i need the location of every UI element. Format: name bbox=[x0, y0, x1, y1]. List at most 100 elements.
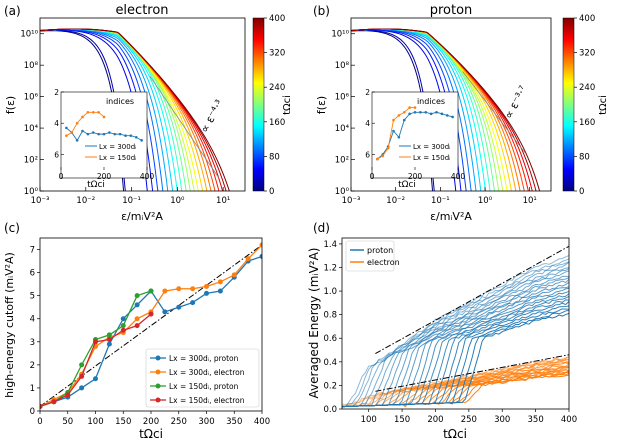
y-tick-label: 10⁶ bbox=[24, 93, 39, 103]
panel-c-tag: (c) bbox=[4, 221, 20, 235]
inset-point bbox=[435, 110, 438, 114]
cutoff-point-3 bbox=[79, 373, 85, 379]
cutoff-point-0 bbox=[204, 290, 209, 296]
x-tick-label: 10¹ bbox=[216, 196, 230, 206]
inset-point bbox=[70, 131, 74, 134]
slope-reference-line bbox=[149, 75, 219, 178]
panel-c-ticks: 0 50 100 150 200 250 300 350 400 0 1 2 3 4 5 6 7 bbox=[30, 246, 271, 427]
inset-point bbox=[397, 114, 401, 117]
x-tick-label: 150 bbox=[394, 415, 410, 425]
inset-x-tick-label: 400 bbox=[451, 172, 466, 181]
panel-b-ticks: 10⁻³ 10⁻² 10⁻¹ 10⁰ 10¹ 10⁰ 10² 10⁴ 10⁶ 10⁸ 10¹⁰ bbox=[331, 30, 536, 206]
inset-point bbox=[81, 129, 84, 133]
panel-d-legend: proton electron bbox=[345, 240, 400, 272]
colorbar-tick-label: 320 bbox=[269, 49, 285, 59]
y-tick-label: 10⁰ bbox=[24, 187, 39, 197]
x-tick-label: 10⁰ bbox=[478, 196, 493, 206]
cutoff-point-3 bbox=[134, 323, 140, 329]
x-tick-label: 400 bbox=[254, 417, 270, 427]
x-tick-label: 400 bbox=[561, 415, 577, 425]
y-tick-label: 1.2 bbox=[323, 263, 337, 273]
energy-reference-line-0 bbox=[375, 245, 569, 355]
y-tick-label: 5 bbox=[30, 292, 35, 302]
y-tick-label: 10¹⁰ bbox=[20, 30, 38, 40]
panel-d: (d) 100 150 200 250 300 350 400 0.0 0.2 0.4 0.6 0.8… bbox=[307, 221, 577, 441]
colorbar-tick-label: 400 bbox=[579, 14, 595, 24]
inset-point bbox=[113, 132, 117, 136]
inset-y-tick-label: 2 bbox=[54, 88, 59, 97]
colorbar-a-label: tΩci bbox=[282, 95, 293, 115]
y-tick-label: 10⁶ bbox=[335, 93, 350, 103]
legend-c-label: Lx = 150dᵢ, proton bbox=[169, 382, 239, 391]
panel-c: (c) 0 50 100 150 200 250 300 350 400 0 1 2 3 4 5 6 7 hig… bbox=[3, 221, 270, 441]
inset-y-tick-label: 2 bbox=[365, 88, 370, 97]
inset-point bbox=[381, 154, 385, 158]
panel-b-inset: indices 2 4 6 0 200 400 Lx = 300dᵢ Lx = 150dᵢ… bbox=[365, 88, 465, 190]
inset-x-tick-label: 200 bbox=[97, 172, 112, 181]
cutoff-point-2 bbox=[120, 323, 126, 329]
x-tick-label: 10⁻³ bbox=[31, 196, 50, 206]
cutoff-point-1 bbox=[176, 286, 182, 292]
colorbar-tick-label: 80 bbox=[269, 152, 280, 162]
inset-point bbox=[445, 114, 449, 117]
x-tick-label: 10¹ bbox=[523, 196, 537, 206]
colorbar-tick-label: 80 bbox=[579, 152, 590, 162]
colorbar-b-ticks: 0 80 160 240 320 400 bbox=[574, 14, 595, 197]
colorbar-b-bar bbox=[562, 17, 575, 192]
x-tick-label: 100 bbox=[361, 415, 377, 425]
y-tick-label: 7 bbox=[30, 246, 35, 256]
colorbar-a-bar bbox=[252, 17, 265, 192]
x-tick-label: 10⁻¹ bbox=[122, 196, 141, 206]
legend-c-swatch-marker bbox=[155, 355, 161, 361]
spectrum-curve-21 bbox=[40, 28, 230, 191]
x-tick-label: 300 bbox=[198, 417, 214, 427]
inset-point bbox=[65, 134, 68, 137]
y-tick-label: 0.0 bbox=[323, 405, 337, 415]
inset-point bbox=[408, 112, 411, 116]
legend-c-label: Lx = 150dᵢ, electron bbox=[169, 396, 245, 405]
cutoff-point-3 bbox=[120, 327, 126, 333]
cutoff-point-0 bbox=[106, 341, 112, 347]
inset-point bbox=[397, 135, 401, 139]
panel-d-tag: (d) bbox=[313, 221, 330, 235]
panel-a-ylabel: f(ε) bbox=[4, 96, 17, 114]
inset-point bbox=[97, 132, 100, 136]
panel-b-spectra bbox=[351, 28, 541, 191]
cutoff-point-0 bbox=[259, 253, 262, 259]
inset-a-legend: Lx = 300dᵢ Lx = 150dᵢ bbox=[85, 143, 136, 162]
inset-point bbox=[102, 115, 106, 119]
inset-b-plot: 2 4 6 0 200 400 bbox=[365, 88, 465, 181]
cutoff-point-0 bbox=[120, 316, 126, 322]
inset-b-title: indices bbox=[417, 97, 445, 106]
panel-a-spectra bbox=[40, 28, 230, 191]
colorbar-tick-label: 240 bbox=[579, 83, 595, 93]
cutoff-point-3 bbox=[106, 336, 112, 342]
inset-point bbox=[424, 110, 428, 114]
x-tick-label: 250 bbox=[171, 417, 187, 427]
cutoff-point-2 bbox=[148, 288, 154, 294]
inset-point bbox=[91, 131, 95, 134]
cutoff-series-3 bbox=[40, 313, 152, 408]
panel-b: (b) proton 10⁻³ 10⁻² 10⁻¹ 10⁰ 10¹10⁰10²10⁴10… bbox=[313, 3, 552, 223]
spectrum-curve-21 bbox=[351, 28, 541, 191]
panel-a-ticks: 10⁻³ 10⁻² 10⁻¹ 10⁰ 10¹ 10⁰ 10² 10⁴ 10⁶ 10⁸ 10¹⁰ bbox=[20, 30, 230, 206]
energy-curve-0-2 bbox=[342, 261, 569, 408]
inset-b-legend-300: Lx = 300dᵢ bbox=[413, 143, 450, 151]
energy-curve-0-1 bbox=[342, 258, 569, 408]
cutoff-point-1 bbox=[259, 242, 262, 248]
legend-d-label: electron bbox=[367, 258, 400, 267]
x-tick-label: 10⁰ bbox=[170, 196, 185, 206]
y-tick-label: 10² bbox=[335, 156, 349, 166]
inset-y-tick-label: 4 bbox=[54, 119, 59, 128]
cutoff-point-2 bbox=[134, 293, 140, 299]
y-tick-label: 10⁴ bbox=[335, 124, 350, 134]
colorbar-tick-label: 160 bbox=[269, 118, 285, 128]
y-tick-label: 10⁰ bbox=[335, 187, 350, 197]
cutoff-point-3 bbox=[65, 392, 71, 398]
inset-a-xlabel: tΩci bbox=[87, 180, 105, 190]
legend-c-box bbox=[145, 348, 260, 408]
inset-point bbox=[129, 134, 133, 137]
colorbar-b: 0 80 160 240 320 400 tΩci bbox=[562, 14, 609, 197]
inset-a-plot: 2 4 6 0 200 400 bbox=[54, 88, 154, 181]
